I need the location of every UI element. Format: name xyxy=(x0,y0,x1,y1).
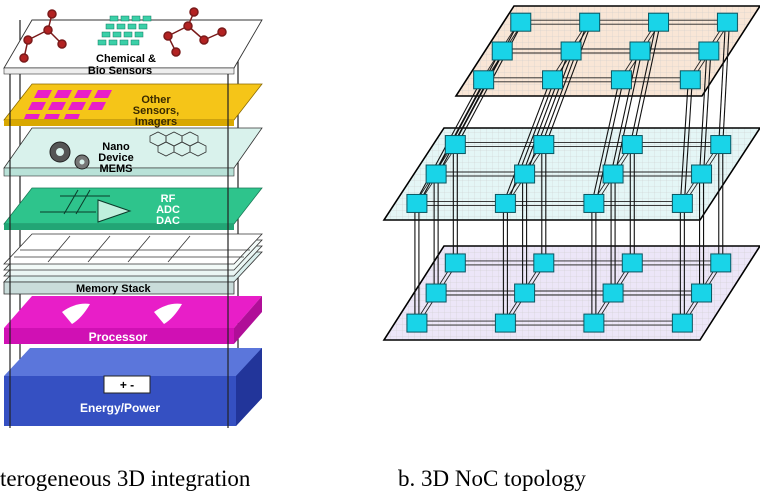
noc-router-node xyxy=(444,253,466,273)
noc-router-node xyxy=(629,41,651,61)
rf-line1: RF xyxy=(161,193,176,205)
noc-router-node xyxy=(425,164,447,184)
nanotube-icon xyxy=(149,131,207,157)
right-caption: b. 3D NoC topology xyxy=(398,466,586,491)
noc-router-node xyxy=(560,41,582,61)
noc-router-node xyxy=(494,193,516,213)
noc-plane-3 xyxy=(382,245,760,341)
nano-line2: Device xyxy=(98,152,133,164)
noc-router-node xyxy=(494,313,516,333)
noc-vertical-link xyxy=(595,79,624,204)
memory-layer: Memory Stack xyxy=(3,233,263,295)
noc-router-node xyxy=(698,41,720,61)
noc-vertical-link xyxy=(614,50,643,175)
memory-label: Memory Stack xyxy=(76,283,151,295)
noc-router-node xyxy=(533,135,555,155)
noc-router-node xyxy=(602,164,624,184)
sensors-line1: Other xyxy=(141,94,171,106)
noc-router-node xyxy=(710,135,732,155)
noc-router-node xyxy=(671,313,693,333)
noc-router-node xyxy=(691,283,713,303)
noc-router-node xyxy=(679,70,701,90)
noc-vertical-link xyxy=(545,22,593,145)
chemical-layer: Chemical & Bio Sensors xyxy=(3,7,263,77)
heterogeneous-stack: + - Energy/Power Processor Memory St xyxy=(3,7,263,428)
noc-vertical-link xyxy=(633,22,662,145)
noc-vertical-link xyxy=(703,50,712,175)
noc-router-node xyxy=(542,70,564,90)
noc-vertical-link xyxy=(591,79,620,204)
noc-vertical-link xyxy=(610,50,639,175)
nano-line1: Nano xyxy=(102,141,130,153)
noc-vertical-link xyxy=(722,22,730,145)
chemical-line2: Bio Sensors xyxy=(88,65,152,77)
noc-router-node xyxy=(583,313,605,333)
nano-layer: Nano Device MEMS xyxy=(3,127,263,177)
noc-router-node xyxy=(533,253,555,273)
noc-router-node xyxy=(425,283,447,303)
processor-die-right xyxy=(154,303,182,324)
noc-router-node xyxy=(621,135,643,155)
sensors-layer: Other Sensors, Imagers xyxy=(3,83,263,128)
noc-vertical-link xyxy=(699,50,708,175)
noc-router-node xyxy=(444,135,466,155)
noc-router-node xyxy=(406,313,428,333)
sensors-line3: Imagers xyxy=(135,116,177,128)
noc-router-node xyxy=(602,283,624,303)
noc-vertical-link xyxy=(502,79,552,204)
noc-router-node xyxy=(514,164,536,184)
noc-router-node xyxy=(583,193,605,213)
processor-die-left xyxy=(62,303,90,324)
rf-line2: ADC xyxy=(156,204,180,216)
noc-router-node xyxy=(691,164,713,184)
noc-router-node xyxy=(610,70,632,90)
processor-layer: Processor xyxy=(4,296,262,344)
nano-line3: MEMS xyxy=(100,163,133,175)
noc-vertical-link xyxy=(679,79,689,204)
noc-vertical-link xyxy=(629,22,658,145)
battery-symbols: + - xyxy=(120,378,134,392)
noc-topology xyxy=(382,5,760,341)
noc-router-node xyxy=(473,70,495,90)
amplifier-icon xyxy=(97,199,132,223)
sensors-line2: Sensors, xyxy=(133,105,179,117)
gear-icon xyxy=(49,141,90,170)
energy-layer: + - Energy/Power xyxy=(4,348,262,426)
battery-icon xyxy=(103,375,151,394)
molecule-icon xyxy=(19,7,227,63)
rf-layer: RF ADC DAC xyxy=(3,187,263,230)
bio-chip-array-icon xyxy=(97,15,152,46)
noc-vertical-link xyxy=(718,22,726,145)
noc-router-node xyxy=(579,12,601,32)
noc-router-node xyxy=(716,12,738,32)
processor-label: Processor xyxy=(89,330,148,344)
noc-router-node xyxy=(491,41,513,61)
noc-router-node xyxy=(621,253,643,273)
noc-router-node xyxy=(710,253,732,273)
chemical-line1: Chemical & xyxy=(96,53,156,65)
noc-router-node xyxy=(648,12,670,32)
noc-router-node xyxy=(406,193,428,213)
noc-router-node xyxy=(671,193,693,213)
energy-label: Energy/Power xyxy=(80,401,160,415)
noc-router-node xyxy=(514,283,536,303)
rf-line3: DAC xyxy=(156,215,180,227)
noc-vertical-link xyxy=(683,79,693,204)
noc-router-node xyxy=(510,12,532,32)
imager-array-icon xyxy=(24,90,112,119)
left-caption: terogeneous 3D integration xyxy=(0,466,251,491)
